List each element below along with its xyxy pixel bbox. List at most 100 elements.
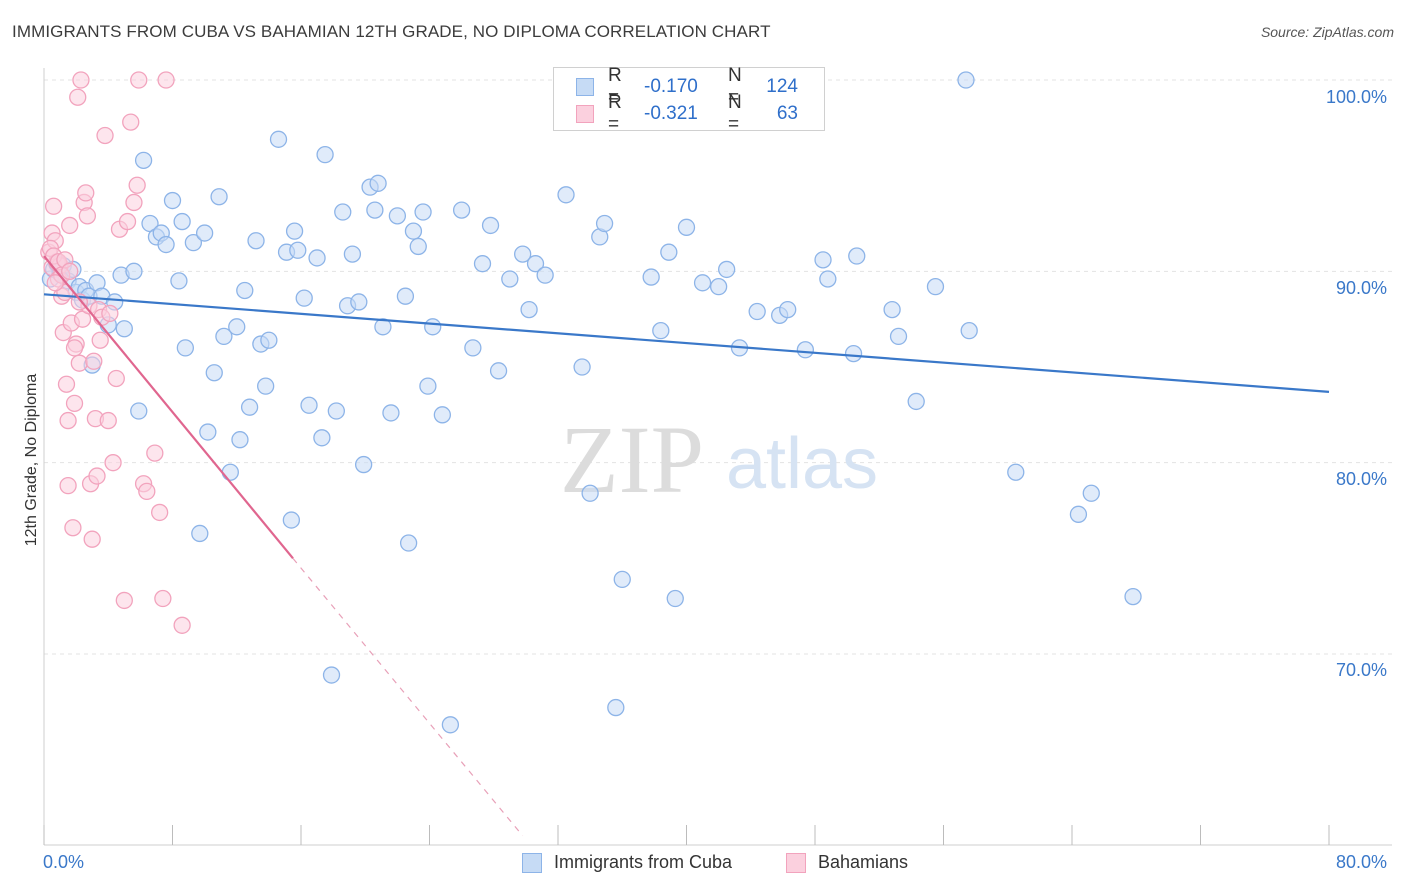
bahamians-point [59, 476, 77, 495]
bahamians-point [69, 88, 87, 106]
cuba-point [115, 320, 133, 338]
trend-line-cuba [43, 293, 1330, 393]
cuba-point [285, 222, 304, 240]
cuba-point [322, 666, 341, 684]
cuba-point [819, 270, 837, 288]
cuba-point [473, 255, 492, 273]
cuba-point [313, 429, 331, 447]
cuba-point [350, 293, 368, 311]
bahamians-point [157, 71, 175, 89]
watermark-atlas: atlas [726, 424, 878, 504]
cuba-point [464, 339, 482, 357]
bahamians-point [99, 411, 117, 430]
cuba-point [295, 289, 313, 307]
legend-swatch-bahamians [576, 105, 594, 123]
cuba-point [748, 302, 766, 321]
legend-r-label: R = [608, 65, 622, 108]
cuba-point [247, 232, 265, 250]
cuba-point [414, 203, 432, 221]
bahamians-point [77, 184, 95, 202]
legend-row-bahamians: R = -0.321 N = 63 [576, 92, 798, 135]
bahamians-point [72, 71, 90, 89]
cuba-point [199, 423, 217, 441]
cuba-point [215, 327, 233, 346]
bottom-legend-bahamians: Bahamians [786, 852, 908, 873]
bahamians-point [85, 352, 103, 370]
cuba-point [1007, 463, 1025, 481]
cuba-point [613, 570, 631, 589]
cuba-point [642, 268, 660, 286]
cuba-point [883, 300, 901, 319]
x-tick-max: 80.0% [1336, 852, 1388, 872]
series-immigrants-from-cuba [41, 71, 1142, 734]
bahamians-point [65, 394, 84, 413]
cuba-point [289, 241, 307, 259]
cuba-point [409, 237, 427, 256]
bahamians-point [118, 212, 137, 231]
cuba-point [718, 260, 736, 279]
cuba-point [257, 377, 275, 395]
cuba-point [1124, 587, 1142, 606]
legend-row-cuba: R = -0.170 N = 124 [576, 65, 798, 108]
legend-n-label: N = [728, 92, 742, 135]
cuba-point [191, 524, 209, 543]
cuba-point [205, 364, 223, 382]
x-tick-min: 0.0% [43, 852, 85, 872]
cuba-point [607, 698, 625, 717]
bottom-legend-label-bahamians: Bahamians [818, 852, 909, 872]
cuba-point [210, 188, 228, 206]
cuba-point [221, 463, 239, 481]
cuba-point [195, 224, 214, 242]
bahamians-point [125, 193, 143, 212]
cuba-point [399, 534, 418, 552]
cuba-point [501, 270, 519, 288]
cuba-point [184, 233, 203, 252]
cuba-point [557, 186, 575, 204]
cuba-point [889, 327, 908, 346]
legend-r-label: R = [608, 92, 622, 135]
cuba-point [1082, 484, 1100, 502]
bahamians-point [70, 354, 88, 372]
cuba-point [374, 318, 392, 336]
cuba-point [404, 222, 423, 240]
axes [43, 68, 1392, 846]
cuba-point [300, 396, 318, 414]
cuba-point [652, 321, 670, 340]
bahamians-point [91, 331, 109, 349]
cuba-point [260, 331, 278, 349]
cuba-point [176, 339, 195, 357]
gridlines [44, 79, 1393, 655]
legend-r-value: -0.170 [644, 76, 698, 97]
legend-r-value: -0.321 [644, 103, 698, 124]
cuba-point [269, 130, 288, 148]
cuba-point [382, 404, 400, 422]
cuba-point [960, 321, 978, 340]
cuba-point [520, 300, 538, 319]
cuba-point [796, 341, 815, 359]
cuba-point [1069, 505, 1088, 523]
cuba-point [779, 300, 797, 319]
cuba-point [334, 203, 352, 221]
legend-swatch-cuba [576, 78, 594, 96]
y-tick-70: 70.0% [1336, 660, 1388, 680]
bahamians-point [46, 274, 64, 292]
bahamians-point [59, 411, 77, 430]
bahamians-point [57, 375, 76, 393]
cuba-point [526, 255, 545, 273]
bottom-swatch-cuba [522, 852, 542, 873]
bahamians-point [65, 339, 84, 357]
cuba-point [369, 174, 387, 192]
bahamians-point [61, 216, 79, 235]
cuba-point [396, 287, 415, 305]
cuba-point [489, 362, 508, 380]
cuba-point [452, 201, 471, 219]
cuba-point [343, 245, 362, 263]
cuba-point [354, 455, 373, 474]
trend-line-bahamians [43, 255, 294, 560]
cuba-point [157, 235, 175, 254]
cuba-point [308, 249, 326, 267]
cuba-point [327, 402, 345, 420]
y-tick-80: 80.0% [1336, 469, 1388, 489]
cuba-point [240, 398, 259, 416]
bahamians-point [138, 482, 156, 501]
